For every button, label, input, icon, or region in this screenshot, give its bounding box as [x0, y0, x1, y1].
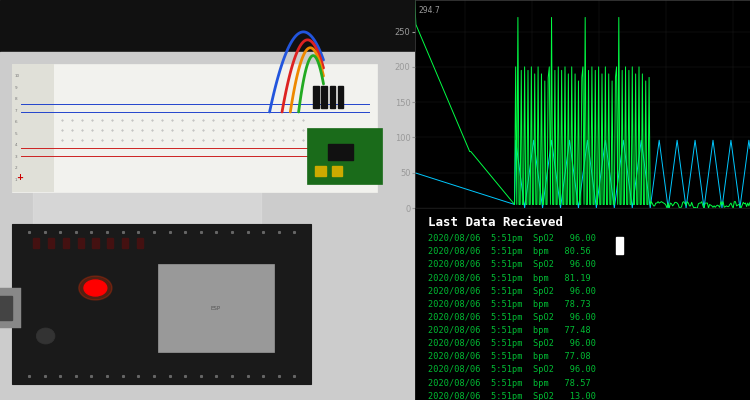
Text: 294.7: 294.7	[418, 6, 440, 15]
Text: 2020/08/06  5:51pm  SpO2   13.00: 2020/08/06 5:51pm SpO2 13.00	[428, 392, 596, 400]
Text: 1: 1	[14, 178, 17, 182]
Text: 2020/08/06  5:51pm  SpO2   96.00: 2020/08/06 5:51pm SpO2 96.00	[428, 366, 596, 374]
Bar	[330, 86, 335, 108]
Bar	[616, 237, 623, 254]
Bar	[48, 238, 54, 248]
Text: 2020/08/06  5:51pm  SpO2   96.00: 2020/08/06 5:51pm SpO2 96.00	[428, 234, 596, 243]
Legend: SpO2, bpm: SpO2, bpm	[530, 268, 634, 282]
Text: 10: 10	[14, 74, 20, 78]
Ellipse shape	[84, 280, 106, 296]
Bar	[33, 238, 40, 248]
Text: 7: 7	[14, 109, 17, 113]
Text: 2020/08/06  5:51pm  bpm   78.57: 2020/08/06 5:51pm bpm 78.57	[428, 378, 591, 388]
Text: 2020/08/06  5:51pm  SpO2   96.00: 2020/08/06 5:51pm SpO2 96.00	[428, 260, 596, 270]
Bar	[322, 86, 327, 108]
Text: 3: 3	[14, 155, 17, 159]
Text: 2020/08/06  5:51pm  bpm   81.19: 2020/08/06 5:51pm bpm 81.19	[428, 274, 591, 282]
Text: +: +	[16, 173, 23, 182]
Text: 2020/08/06  5:51pm  bpm   77.48: 2020/08/06 5:51pm bpm 77.48	[428, 326, 591, 335]
Text: 2: 2	[14, 166, 17, 170]
Bar	[63, 238, 69, 248]
Bar	[0, 296, 13, 320]
Bar	[0, 288, 21, 328]
Text: Last Data Recieved: Last Data Recieved	[428, 216, 563, 229]
Text: 2020/08/06  5:51pm  SpO2   96.00: 2020/08/06 5:51pm SpO2 96.00	[428, 313, 596, 322]
Ellipse shape	[36, 328, 55, 344]
Text: 2020/08/06  5:51pm  bpm   78.73: 2020/08/06 5:51pm bpm 78.73	[428, 300, 591, 309]
Bar	[13, 64, 377, 192]
Bar	[13, 64, 54, 192]
Bar	[314, 86, 319, 108]
Text: 2020/08/06  5:51pm  SpO2   96.00: 2020/08/06 5:51pm SpO2 96.00	[428, 287, 596, 296]
Ellipse shape	[79, 276, 112, 300]
Text: 8: 8	[14, 97, 17, 101]
Bar	[13, 224, 311, 384]
Text: 9: 9	[14, 86, 17, 90]
Bar	[158, 264, 274, 352]
Text: ESP: ESP	[211, 306, 220, 310]
Bar	[315, 166, 326, 176]
Text: 5: 5	[14, 132, 17, 136]
Bar	[33, 68, 261, 260]
Bar	[332, 166, 342, 176]
Bar	[92, 238, 99, 248]
Bar	[338, 86, 344, 108]
Text: 2020/08/06  5:51pm  bpm   77.08: 2020/08/06 5:51pm bpm 77.08	[428, 352, 591, 361]
Bar	[136, 238, 143, 248]
Bar	[0, 0, 415, 52]
Text: 2020/08/06  5:51pm  bpm   80.56: 2020/08/06 5:51pm bpm 80.56	[428, 247, 591, 256]
Bar	[77, 238, 84, 248]
Text: 6: 6	[14, 120, 17, 124]
Text: 2020/08/06  5:51pm  SpO2   96.00: 2020/08/06 5:51pm SpO2 96.00	[428, 339, 596, 348]
Bar	[107, 238, 113, 248]
Text: 4: 4	[14, 143, 17, 147]
Bar	[122, 238, 128, 248]
Bar	[307, 128, 382, 184]
Bar	[0, 52, 415, 400]
Bar	[328, 144, 352, 160]
